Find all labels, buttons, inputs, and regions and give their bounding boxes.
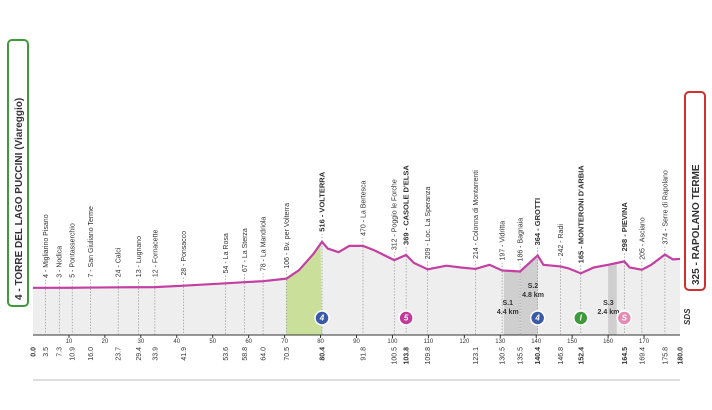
- place-label: 214 - Colonna di Montarrenti: [473, 170, 480, 259]
- km-label: 91.8: [360, 347, 367, 361]
- km-label: 58.8: [242, 347, 249, 361]
- finish-label: 325 - RAPOLANO TERME: [691, 164, 702, 285]
- marker-symbol: I: [580, 314, 583, 323]
- km-label: 41.9: [181, 347, 188, 361]
- place-label: 67 - La Sterza: [242, 228, 249, 272]
- km-label: 152.4: [578, 347, 585, 365]
- km-label: 140.4: [535, 347, 542, 365]
- place-label: 54 - La Rosa: [223, 233, 230, 273]
- marker: [616, 310, 633, 326]
- brand: SDS: [683, 308, 692, 325]
- km-label: 29.4: [136, 347, 143, 361]
- km-label: 64.0: [261, 347, 268, 361]
- place-label: 7 - San Giuliano Terme: [88, 206, 95, 278]
- place-label: 369 - CASOLE D'ELSA: [402, 165, 411, 245]
- place-label: 12 - Fornacette: [152, 230, 159, 278]
- marker-symbol: S: [622, 314, 628, 323]
- place-label: 364 - GROTTI: [533, 198, 542, 246]
- place-label: 24 - Calci: [116, 247, 123, 277]
- km-label: 103.8: [404, 347, 411, 365]
- finish-box: [684, 91, 706, 291]
- sector-label: S.3: [603, 300, 614, 307]
- x-tick-label: 40: [173, 339, 180, 345]
- marker: [529, 310, 546, 326]
- km-label: 7.3: [57, 347, 64, 357]
- x-tick-label: 80: [317, 339, 324, 345]
- start-label: 4 - TORRE DEL LAGO PUCCINI (Viareggio): [14, 98, 25, 300]
- place-label: 4 - Migliarino Pisano: [43, 214, 50, 278]
- place-label: 78 - La Mandriola: [261, 217, 268, 272]
- km-label: 53.6: [223, 347, 230, 361]
- x-tick-label: 120: [459, 339, 470, 345]
- km-label: 33.9: [152, 347, 159, 361]
- x-tick-label: 50: [209, 339, 216, 345]
- sector-fill: [503, 270, 520, 335]
- km-label: 0.0: [31, 347, 38, 357]
- km-label: 123.1: [473, 347, 480, 365]
- x-tick-label: 70: [281, 339, 288, 345]
- km-label: 70.5: [284, 347, 291, 361]
- km-label: 23.7: [116, 347, 123, 361]
- x-tick-label: 30: [137, 339, 144, 345]
- climb-fill: [286, 243, 322, 335]
- sector-length: 2.4 km: [598, 309, 620, 316]
- place-label: 298 - PIEVINA: [620, 202, 629, 252]
- place-label: 470 - La Bertesca: [360, 181, 367, 236]
- km-label: 180.0: [678, 347, 685, 365]
- place-label: 165 - MONTERONI D'ARBIA: [576, 165, 585, 264]
- sector-label: S.1: [503, 300, 514, 307]
- x-tick-label: 10: [66, 339, 73, 345]
- km-label: 80.4: [319, 347, 326, 361]
- x-tick-label: 160: [603, 339, 614, 345]
- place-label: 209 - Loc. La Speranza: [425, 186, 432, 259]
- x-tick-label: 20: [102, 339, 109, 345]
- sector-length: 4.4 km: [497, 309, 519, 316]
- place-label: 28 - Ponsacco: [181, 231, 188, 276]
- sector-fill: [608, 262, 617, 335]
- km-label: 146.8: [558, 347, 565, 365]
- sector-length: 4.8 km: [522, 292, 544, 299]
- x-tick-label: 140: [531, 339, 542, 345]
- place-label: 13 - Lugnano: [136, 236, 143, 277]
- place-label: 5 - Pontasserchio: [70, 223, 77, 278]
- km-label: 135.5: [518, 347, 525, 365]
- profile-line: [33, 239, 681, 289]
- km-label: 10.9: [70, 347, 77, 361]
- marker: [398, 310, 414, 326]
- x-tick-label: 130: [495, 339, 506, 345]
- km-label: 16.0: [88, 347, 95, 361]
- place-label: 3 - Nodica: [57, 246, 64, 278]
- place-label: 516 - VOLTERRA: [317, 171, 326, 231]
- x-tick-label: 90: [353, 339, 360, 345]
- marker-symbol: 4: [534, 314, 540, 323]
- place-label: 106 - Bv. per Volterra: [284, 203, 291, 269]
- sector-label: S.2: [528, 283, 539, 290]
- x-tick-label: 150: [567, 339, 578, 345]
- place-label: 242 - Radi: [558, 224, 565, 257]
- x-tick-label: 110: [424, 339, 434, 345]
- x-tick-label: 170: [639, 339, 650, 345]
- km-label: 130.5: [500, 347, 507, 365]
- place-label: 312 - Poggio le Forche: [392, 179, 399, 250]
- place-label: 374 - Serre di Rapolano: [662, 170, 669, 244]
- marker-symbol: 4: [319, 314, 325, 323]
- marker: [573, 310, 589, 326]
- x-tick-label: 100: [387, 339, 398, 345]
- x-tick-label: 60: [245, 339, 252, 345]
- place-label: 197 - Vidritta: [500, 221, 507, 261]
- km-label: 100.5: [392, 347, 399, 365]
- km-label: 175.8: [662, 347, 669, 365]
- km-label: 3.5: [43, 347, 50, 357]
- km-label: 109.8: [425, 347, 432, 365]
- place-label: 186 - Bagnaia: [518, 218, 525, 262]
- start-box: [7, 39, 29, 307]
- marker: [314, 310, 330, 326]
- km-label: 169.4: [639, 347, 646, 365]
- km-label: 164.5: [622, 347, 629, 365]
- marker-symbol: 5: [404, 314, 409, 323]
- place-label: 205 - Asciano: [639, 217, 646, 260]
